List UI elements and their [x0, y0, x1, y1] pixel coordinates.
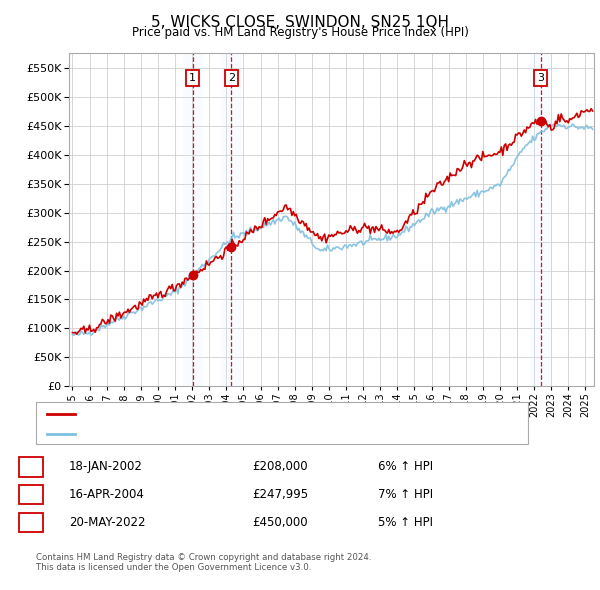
Text: 7% ↑ HPI: 7% ↑ HPI: [378, 488, 433, 501]
Bar: [182, 53, 203, 386]
Text: 2: 2: [28, 488, 35, 501]
Text: Price paid vs. HM Land Registry's House Price Index (HPI): Price paid vs. HM Land Registry's House …: [131, 26, 469, 39]
Text: 3: 3: [537, 73, 544, 83]
Text: 18-JAN-2002: 18-JAN-2002: [69, 460, 143, 473]
Text: £247,995: £247,995: [252, 488, 308, 501]
Text: 5% ↑ HPI: 5% ↑ HPI: [378, 516, 433, 529]
Text: 5, WICKS CLOSE, SWINDON, SN25 1QH: 5, WICKS CLOSE, SWINDON, SN25 1QH: [151, 15, 449, 30]
Text: 16-APR-2004: 16-APR-2004: [69, 488, 145, 501]
Bar: [221, 53, 242, 386]
Text: 20-MAY-2022: 20-MAY-2022: [69, 516, 146, 529]
Text: £450,000: £450,000: [252, 516, 308, 529]
Text: 3: 3: [28, 516, 35, 529]
Text: 5, WICKS CLOSE, SWINDON, SN25 1QH (detached house): 5, WICKS CLOSE, SWINDON, SN25 1QH (detac…: [79, 409, 392, 419]
Bar: [530, 53, 551, 386]
Text: This data is licensed under the Open Government Licence v3.0.: This data is licensed under the Open Gov…: [36, 563, 311, 572]
Text: HPI: Average price, detached house, Swindon: HPI: Average price, detached house, Swin…: [79, 429, 328, 439]
Text: 2: 2: [228, 73, 235, 83]
Text: 6% ↑ HPI: 6% ↑ HPI: [378, 460, 433, 473]
Text: 1: 1: [190, 73, 196, 83]
Text: Contains HM Land Registry data © Crown copyright and database right 2024.: Contains HM Land Registry data © Crown c…: [36, 553, 371, 562]
Text: £208,000: £208,000: [252, 460, 308, 473]
Text: 1: 1: [28, 460, 35, 473]
